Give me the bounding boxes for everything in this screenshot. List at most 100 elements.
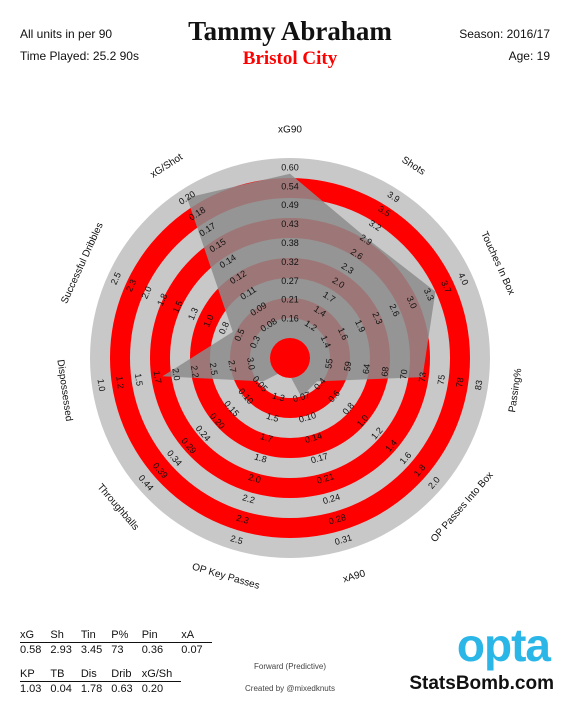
time-played: Time Played: 25.2 90s (20, 49, 139, 63)
axis-label: Passing% (507, 368, 524, 414)
summary-header: Drib (111, 667, 142, 682)
summary-value: 0.04 (50, 683, 72, 695)
tick-label: 2.5 (229, 533, 244, 546)
tick-label: 4.0 (456, 271, 470, 287)
tick-label: 1.4 (319, 334, 333, 350)
tick-label: 2.0 (247, 472, 262, 485)
credit-label: Created by @mixedknuts (245, 684, 335, 693)
axis-label: Touches In Box (478, 230, 516, 297)
summary-header: TB (50, 667, 81, 682)
summary-value: 1.78 (80, 683, 103, 695)
tick-label: 2.3 (124, 278, 138, 294)
summary-value: 2.93 (50, 644, 72, 656)
tick-label: 0.32 (281, 257, 299, 267)
tick-label: 1.3 (271, 390, 286, 403)
summary-value-row-1: 0.58 2.93 3.45 73 0.36 0.07 (20, 643, 212, 658)
tick-label: 0.17 (310, 451, 330, 466)
summary-value: 3.45 (80, 644, 103, 656)
tick-label: 70 (398, 369, 409, 380)
summary-header: Pin (141, 628, 182, 643)
tick-label: 0.60 (281, 162, 299, 172)
summary-header: Sh (50, 628, 81, 643)
summary-header: Tin (80, 628, 112, 643)
tick-label: 3.3 (422, 287, 436, 303)
tick-label: 0.24 (322, 492, 342, 507)
tick-label: 78 (454, 377, 465, 388)
opta-logo: opta (456, 619, 551, 671)
tick-label: 68 (379, 366, 390, 377)
tick-label: 1.9 (353, 318, 367, 334)
tick-label: 0.21 (316, 471, 336, 486)
axis-label: xG/Shot (149, 152, 186, 181)
tick-label: 1.5 (133, 373, 145, 387)
tick-label: 1.7 (152, 370, 164, 384)
tick-label: 2.5 (208, 362, 220, 376)
tick-label: 2.2 (189, 365, 201, 379)
player-name: Tammy Abraham (188, 16, 392, 46)
tick-label: 1.5 (171, 299, 185, 315)
tick-label: 0.10 (298, 410, 318, 425)
tick-label: 1.7 (259, 431, 274, 444)
tick-label: 0.49 (281, 200, 299, 210)
summary-header: xA (181, 628, 212, 643)
summary-header: KP (20, 667, 51, 682)
role-label: Forward (Predictive) (253, 662, 326, 671)
tick-label: 0.8 (217, 320, 231, 336)
season-label: Season: 2016/17 (459, 27, 550, 41)
summary-value: 0.20 (141, 683, 164, 695)
summary-value: 1.03 (20, 683, 42, 695)
axis-label: OP Key Passes (191, 562, 261, 592)
tick-label: 1.3 (186, 306, 200, 322)
tick-label: 0.38 (281, 238, 299, 248)
age-label: Age: 19 (508, 49, 550, 63)
tick-label: 0.07 (292, 390, 312, 405)
tick-label: 2.6 (387, 302, 401, 318)
tick-label: 0.31 (334, 532, 354, 547)
tick-label: 3.7 (439, 279, 453, 295)
tick-label: 1.0 (96, 378, 108, 392)
summary-value: 0.58 (20, 644, 42, 656)
tick-label: 2.3 (235, 513, 250, 526)
tick-label: 2.2 (241, 492, 256, 505)
tick-label: 2.5 (109, 271, 123, 287)
axis-label: Dispossessed (54, 359, 74, 422)
tick-label: 0.16 (281, 314, 299, 324)
summary-header: Dis (80, 667, 112, 682)
summary-header: xG/Sh (141, 667, 182, 682)
tick-label: 0.21 (281, 295, 299, 305)
statsbomb-logo: StatsBomb.com (409, 673, 554, 694)
tick-label: 0.5 (232, 327, 246, 343)
summary-value: 0.07 (181, 644, 203, 656)
summary-table: xG Sh Tin P% Pin xA 0.58 2.93 3.45 73 0.… (20, 628, 212, 696)
tick-label: 1.6 (336, 326, 350, 342)
tick-label: 83 (473, 379, 484, 390)
summary-header: P% (111, 628, 142, 643)
axis-label: Throughballs (95, 482, 141, 533)
tick-label: 2.3 (370, 310, 384, 326)
player-polygon (162, 173, 436, 397)
tick-label: 1.2 (114, 375, 126, 389)
tick-label: 3.0 (245, 357, 257, 371)
axis-label: Successful Dribbles (59, 221, 105, 305)
tick-label: 0.54 (281, 181, 299, 191)
tick-label: 59 (342, 361, 353, 372)
tick-label: 2.7 (226, 359, 238, 373)
summary-value-row-2: 1.03 0.04 1.78 0.63 0.20 (20, 682, 212, 697)
tick-label: 1.8 (155, 292, 169, 308)
team-name: Bristol City (242, 48, 338, 69)
radar-center (270, 338, 310, 378)
tick-label: 0.27 (281, 276, 299, 286)
tick-label: 0.3 (248, 334, 262, 350)
tick-label: 73 (417, 371, 428, 382)
summary-value: 0.63 (111, 683, 133, 695)
summary-header: xG (20, 628, 51, 643)
tick-label: 2.0 (170, 367, 182, 381)
summary-header-row-2: KP TB Dis Drib xG/Sh (20, 667, 212, 682)
axis-label: xG90 (278, 125, 302, 136)
summary-value: 0.36 (141, 644, 164, 656)
tick-label: 64 (361, 363, 372, 374)
tick-label: 0.28 (328, 512, 348, 527)
summary-header-row-1: xG Sh Tin P% Pin xA (20, 628, 212, 643)
tick-label: 1.5 (265, 411, 280, 424)
